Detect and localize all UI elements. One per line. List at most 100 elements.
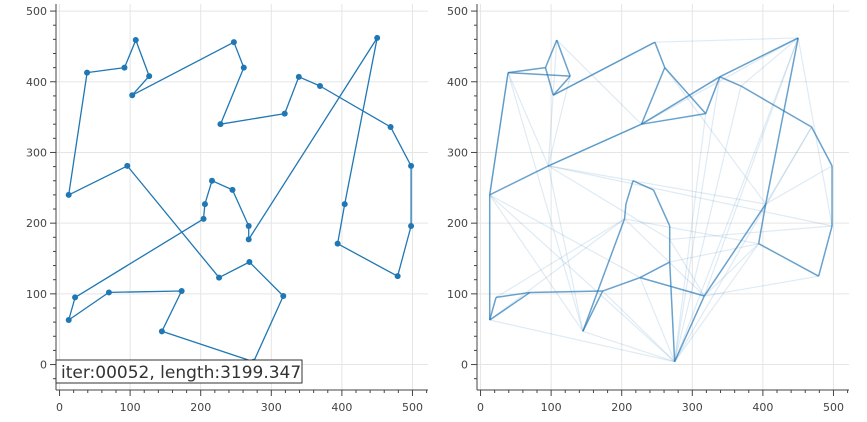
- pheromone-edge-faint: [489, 218, 625, 321]
- city-point: [121, 64, 128, 71]
- route-line: [68, 37, 412, 363]
- city-point: [200, 215, 207, 222]
- city-point: [65, 317, 72, 324]
- pheromone-edge-strong: [544, 39, 558, 68]
- city-point: [334, 240, 341, 247]
- right-plot-panel: 0 100 200 300 400 500 0 100 200 300 400 500: [447, 4, 849, 414]
- city-point: [240, 64, 247, 71]
- city-point: [209, 177, 215, 184]
- pheromone-edge-faint: [507, 72, 584, 332]
- status-label: iter:00052, length:3199.347: [61, 363, 301, 383]
- y-tick-label: 0: [461, 359, 468, 372]
- pheromone-edge-faint: [765, 126, 813, 205]
- y-tick-label: 400: [26, 76, 47, 89]
- y-tick-label: 100: [26, 288, 47, 301]
- pheromone-edge-faint: [669, 243, 759, 263]
- y-tick-label: 200: [447, 217, 468, 230]
- x-tick-label: 200: [611, 401, 632, 414]
- pheromone-edge-faint: [547, 165, 671, 240]
- pheromone-edge-strong: [488, 297, 497, 321]
- y-tick-label: 300: [447, 146, 468, 159]
- y-tick-label: 300: [26, 146, 47, 159]
- city-point: [132, 37, 139, 44]
- city-point: [394, 273, 401, 280]
- pheromone-edge-strong: [544, 67, 554, 96]
- x-tick-label: 400: [752, 401, 773, 414]
- y-tick-label: 400: [447, 76, 468, 89]
- y-tick-label: 200: [26, 217, 47, 230]
- pheromone-edge-strong: [640, 67, 666, 125]
- pheromone-edge-strong: [495, 291, 531, 299]
- pheromone-edge-strong: [552, 75, 571, 96]
- x-tick-label: 300: [261, 401, 282, 414]
- pheromone-edge-faint: [669, 239, 705, 297]
- x-tick-label: 500: [823, 401, 844, 414]
- pheromone-edge-faint: [641, 37, 799, 125]
- city-point: [217, 121, 224, 128]
- pheromone-edge-faint: [624, 218, 759, 245]
- x-tick-label: 400: [331, 401, 352, 414]
- pheromone-edge-faint: [703, 37, 799, 297]
- pheromone-edge-strong: [529, 290, 603, 294]
- pheromone-edge-strong: [740, 85, 812, 128]
- city-point: [295, 73, 302, 80]
- city-point: [230, 39, 237, 46]
- x-tick-label: 100: [120, 401, 141, 414]
- pheromone-edge-strong: [552, 41, 656, 96]
- pheromone-edge-strong: [602, 276, 641, 292]
- pheromone-edge-strong: [654, 41, 666, 68]
- pheromone-edge-strong: [582, 218, 626, 332]
- city-point: [72, 294, 79, 301]
- city-point: [158, 328, 165, 335]
- pheromone-edge-faint: [489, 194, 641, 279]
- city-point: [387, 124, 394, 131]
- pheromone-edge-faint: [654, 37, 799, 43]
- y-tick-label: 0: [40, 359, 47, 372]
- city-point: [281, 110, 288, 117]
- pheromone-edge-strong: [641, 76, 721, 125]
- y-tick-label: 500: [447, 5, 468, 18]
- pheromone-edge-strong: [668, 262, 676, 362]
- city-point: [65, 191, 72, 198]
- pheromone-edge-faint: [495, 218, 625, 298]
- city-point: [129, 92, 136, 99]
- city-point: [229, 186, 236, 193]
- city-point: [408, 162, 415, 169]
- pheromone-edge-faint: [489, 194, 584, 332]
- city-point: [84, 69, 91, 76]
- city-point: [201, 201, 208, 208]
- x-tick-label: 0: [477, 401, 484, 414]
- pheromone-edge-strong: [507, 66, 546, 74]
- city-point: [178, 288, 185, 295]
- pheromone-edge-strong: [489, 291, 531, 321]
- pheromone-edge-faint: [703, 243, 760, 297]
- pheromone-edge-strong: [489, 165, 549, 196]
- pheromone-edge-strong: [632, 180, 654, 191]
- pheromone-edge-strong: [641, 112, 706, 125]
- pheromone-edge-strong: [705, 76, 721, 114]
- status-box: iter:00052, length:3199.347: [55, 359, 303, 384]
- pheromone-edge-faint: [582, 330, 675, 363]
- pheromone-edge-faint: [664, 67, 767, 205]
- pheromone-edge-faint: [602, 290, 676, 363]
- pheromone-edge-strong: [719, 37, 799, 78]
- x-tick-label: 200: [190, 401, 211, 414]
- x-tick-label: 300: [682, 401, 703, 414]
- pheromone-edge-strong: [703, 203, 767, 297]
- pheromone-edge-strong: [757, 203, 767, 244]
- pheromone-edge-strong: [673, 295, 705, 363]
- pheromone-edge-strong: [664, 67, 707, 115]
- pheromone-edge-faint: [797, 37, 833, 227]
- y-tick-label: 500: [26, 5, 47, 18]
- city-point: [374, 34, 381, 41]
- pheromone-edge-faint: [548, 165, 766, 205]
- pheromone-edge-faint: [547, 75, 571, 167]
- pheromone-edge-faint: [669, 225, 833, 241]
- pheromone-edge-faint: [674, 76, 721, 362]
- pheromone-edge-faint: [624, 218, 705, 297]
- pheromone-edge-faint: [674, 85, 742, 362]
- pheromone-edge-strong: [639, 261, 671, 279]
- pheromone-edge-faint: [704, 275, 819, 297]
- pheromone-edge-strong: [547, 123, 642, 167]
